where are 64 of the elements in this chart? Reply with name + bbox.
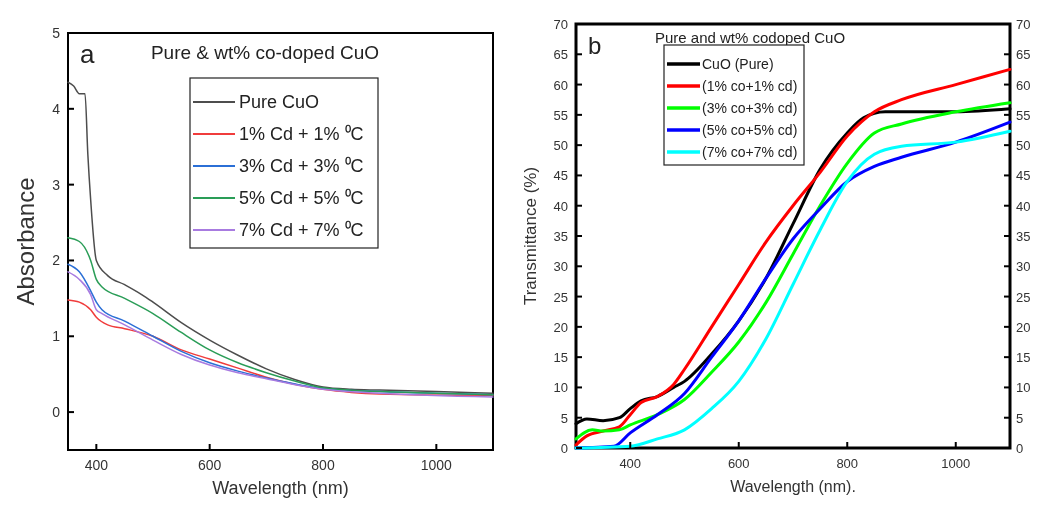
y2-tick-label: 15 <box>1016 350 1031 366</box>
y-tick-label: 70 <box>553 17 568 32</box>
y-tick-label: 45 <box>553 168 568 184</box>
x-tick-label: 1000 <box>420 457 453 473</box>
y-tick-label: 5 <box>52 25 61 41</box>
text: Pure & wt% co-doped CuO <box>150 42 380 63</box>
y2-tick-label: 60 <box>1016 77 1031 93</box>
x-tick-label: 600 <box>727 456 750 471</box>
y2-tick-label: 35 <box>1016 229 1031 244</box>
y-tick-label: 60 <box>553 77 568 93</box>
legend-label: 1% Cd + 1% ⁰C <box>239 124 364 145</box>
y-tick-label: 40 <box>553 198 568 214</box>
line-series <box>67 236 494 396</box>
y2-tick-label: 40 <box>1016 198 1031 214</box>
annotation: a <box>80 39 95 69</box>
y-tick-label: 1 <box>52 328 61 345</box>
x-tick-label: 800 <box>836 456 859 471</box>
y-tick-label: 35 <box>553 229 568 244</box>
y-axis-title: Absorbance <box>12 177 39 306</box>
y-tick-label: 4 <box>52 100 61 117</box>
y2-tick-label: 55 <box>1016 107 1031 123</box>
legend-label: 3% Cd + 3% ⁰C <box>239 156 364 177</box>
legend-label: CuO (Pure) <box>702 55 774 72</box>
y2-tick-label: 25 <box>1016 289 1031 305</box>
y-tick-label: 55 <box>553 107 568 123</box>
y-tick-label: 50 <box>553 138 568 154</box>
legend-label: (1% co+1% cd) <box>702 77 798 94</box>
y-tick-label: 10 <box>553 380 568 396</box>
y2-tick-label: 50 <box>1016 138 1031 154</box>
legend-label: (7% co+7% cd) <box>702 143 798 160</box>
x-tick-label: 1000 <box>941 456 971 471</box>
x-axis-title: Wavelength (nm). <box>730 478 856 495</box>
y2-tick-label: 30 <box>1016 259 1031 275</box>
legend-label: (3% co+3% cd) <box>702 99 798 116</box>
y-tick-label: 25 <box>553 289 568 305</box>
x-tick-label: 400 <box>619 456 642 471</box>
legend-label: 7% Cd + 7% ⁰C <box>239 220 364 241</box>
legend-label: 5% Cd + 5% ⁰C <box>239 188 364 209</box>
y-tick-label: 65 <box>553 47 568 63</box>
legend-label: Pure CuO <box>239 92 320 113</box>
y-tick-label: 15 <box>553 350 568 366</box>
x-tick-label: 800 <box>311 457 335 473</box>
legend-label: (5% co+5% cd) <box>702 121 798 138</box>
y-tick-label: 3 <box>52 176 61 193</box>
y-tick-label: 2 <box>52 252 61 269</box>
y-tick-label: 0 <box>52 404 61 421</box>
y2-tick-label: 0 <box>1016 441 1024 456</box>
x-axis-title: Wavelength (nm) <box>212 478 349 498</box>
y-tick-label: 20 <box>553 319 568 335</box>
y2-tick-label: 10 <box>1016 380 1031 396</box>
y-tick-label: 5 <box>560 410 568 426</box>
y-axis-title: Transmittance (%) <box>521 166 540 306</box>
chart-title: Pure and wt% codoped CuO <box>654 29 846 46</box>
line-series <box>67 81 494 394</box>
x-tick-label: 600 <box>197 457 222 473</box>
y2-tick-label: 70 <box>1016 17 1031 32</box>
y2-tick-label: 45 <box>1016 168 1031 184</box>
y2-tick-label: 20 <box>1016 319 1031 335</box>
y-tick-label: 30 <box>553 259 568 275</box>
x-tick-label: 400 <box>84 457 109 473</box>
annotation: b <box>588 32 602 59</box>
y2-tick-label: 65 <box>1016 47 1031 63</box>
y2-tick-label: 5 <box>1016 410 1024 426</box>
y-tick-label: 0 <box>560 441 568 456</box>
